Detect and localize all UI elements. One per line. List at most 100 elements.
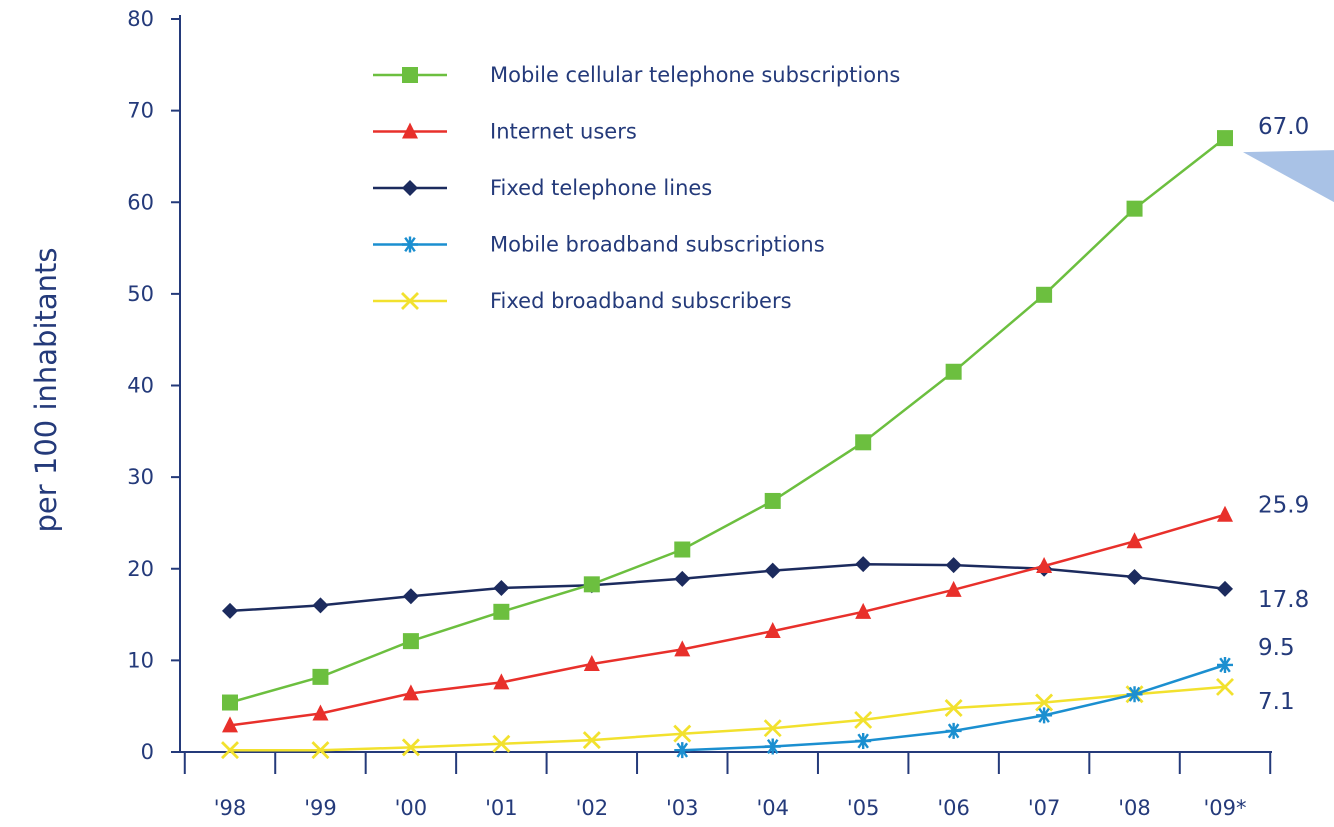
data-point <box>945 580 962 597</box>
legend-marker <box>402 236 418 253</box>
end-value-label: 9.5 <box>1258 635 1295 661</box>
data-point <box>1217 130 1233 147</box>
series-line <box>229 562 1226 613</box>
legend-item: Fixed telephone lines <box>373 176 712 200</box>
x-tick-label: '98 <box>214 796 247 820</box>
data-point <box>492 734 511 753</box>
data-point <box>674 742 691 759</box>
data-point <box>764 622 781 639</box>
data-point <box>402 684 419 701</box>
data-point <box>1216 677 1234 696</box>
y-tick-label: 0 <box>141 740 154 764</box>
data-point <box>854 710 873 729</box>
data-point <box>855 733 872 750</box>
legend-label: Mobile cellular telephone subscriptions <box>490 63 900 87</box>
legend-label: Fixed broadband subscribers <box>490 289 792 313</box>
data-point <box>222 602 238 619</box>
series-1 <box>222 505 1233 733</box>
legend-label: Internet users <box>490 120 637 144</box>
data-point <box>764 738 781 755</box>
data-point <box>673 724 692 743</box>
legend-marker <box>402 180 418 196</box>
end-value-label: 67.0 <box>1258 114 1309 140</box>
legend-label: Fixed telephone lines <box>490 176 712 200</box>
legend-item: Mobile cellular telephone subscriptions <box>373 63 900 87</box>
series-line <box>229 137 1226 704</box>
data-point <box>674 541 691 558</box>
x-tick-label: '02 <box>576 796 609 820</box>
series-3 <box>674 656 1233 759</box>
callout-wedge <box>1243 150 1334 203</box>
y-tick-label: 10 <box>127 648 154 672</box>
data-point <box>583 576 600 593</box>
data-point <box>1217 505 1233 522</box>
data-point <box>855 434 872 451</box>
data-point <box>944 699 963 718</box>
end-value-label: 17.8 <box>1258 587 1309 613</box>
x-tick-label: '00 <box>395 796 428 820</box>
data-point <box>1036 286 1053 303</box>
x-tick-label: '08 <box>1118 796 1151 820</box>
y-tick-label: 70 <box>127 99 154 123</box>
data-point <box>1126 532 1143 549</box>
legend: Mobile cellular telephone subscriptions I… <box>373 63 900 313</box>
data-point <box>582 731 601 750</box>
data-point <box>1217 580 1233 597</box>
data-point <box>1126 568 1143 585</box>
data-point <box>674 570 691 587</box>
y-tick-label: 20 <box>127 557 154 581</box>
data-point <box>945 722 962 739</box>
data-point <box>1126 686 1143 703</box>
data-point <box>311 741 330 760</box>
data-point <box>855 556 872 573</box>
x-tick-label: '06 <box>937 796 970 820</box>
y-tick-label: 40 <box>127 374 154 398</box>
data-point <box>1217 656 1233 673</box>
legend-item: Mobile broadband subscriptions <box>373 233 825 257</box>
series-0 <box>222 130 1233 711</box>
data-point <box>493 603 510 620</box>
data-point <box>312 597 329 614</box>
data-point <box>493 673 510 690</box>
data-point <box>312 668 329 685</box>
data-point <box>945 557 962 574</box>
data-point <box>1035 693 1054 712</box>
series-line <box>230 685 1226 752</box>
data-point <box>945 363 962 380</box>
end-value-label: 25.9 <box>1258 493 1309 519</box>
y-tick-label: 30 <box>127 465 154 489</box>
x-tick-label: '99 <box>304 796 337 820</box>
data-point <box>312 704 329 721</box>
y-tick-label: 80 <box>127 7 154 31</box>
x-tick-label: '04 <box>756 796 789 820</box>
data-point <box>583 655 600 672</box>
x-tick-label: '09* <box>1204 796 1247 820</box>
y-tick-label: 60 <box>127 190 154 214</box>
legend-marker <box>402 122 418 139</box>
data-point <box>674 640 691 657</box>
data-point <box>221 741 239 760</box>
data-point <box>764 562 781 579</box>
legend-marker <box>401 292 419 310</box>
legend-label: Mobile broadband subscriptions <box>490 233 825 257</box>
series-line <box>229 513 1226 727</box>
y-tick-label: 50 <box>127 282 154 306</box>
series-2 <box>222 556 1233 619</box>
data-point <box>763 719 782 738</box>
series-4 <box>221 677 1234 760</box>
end-value-label: 7.1 <box>1258 689 1295 715</box>
x-tick-label: '03 <box>666 796 699 820</box>
x-tick-label: '05 <box>847 796 880 820</box>
data-point <box>222 694 238 711</box>
data-point <box>1036 557 1053 574</box>
x-tick-label: '01 <box>485 796 518 820</box>
data-point <box>402 588 419 605</box>
series-layer: 67.0 25.9 17.8 9.5 7.1 <box>221 114 1334 760</box>
data-point <box>855 602 872 619</box>
data-point <box>401 738 420 757</box>
legend-item: Fixed broadband subscribers <box>373 289 792 313</box>
data-point <box>493 579 510 596</box>
data-point <box>222 716 238 733</box>
legend-item: Internet users <box>373 120 637 144</box>
